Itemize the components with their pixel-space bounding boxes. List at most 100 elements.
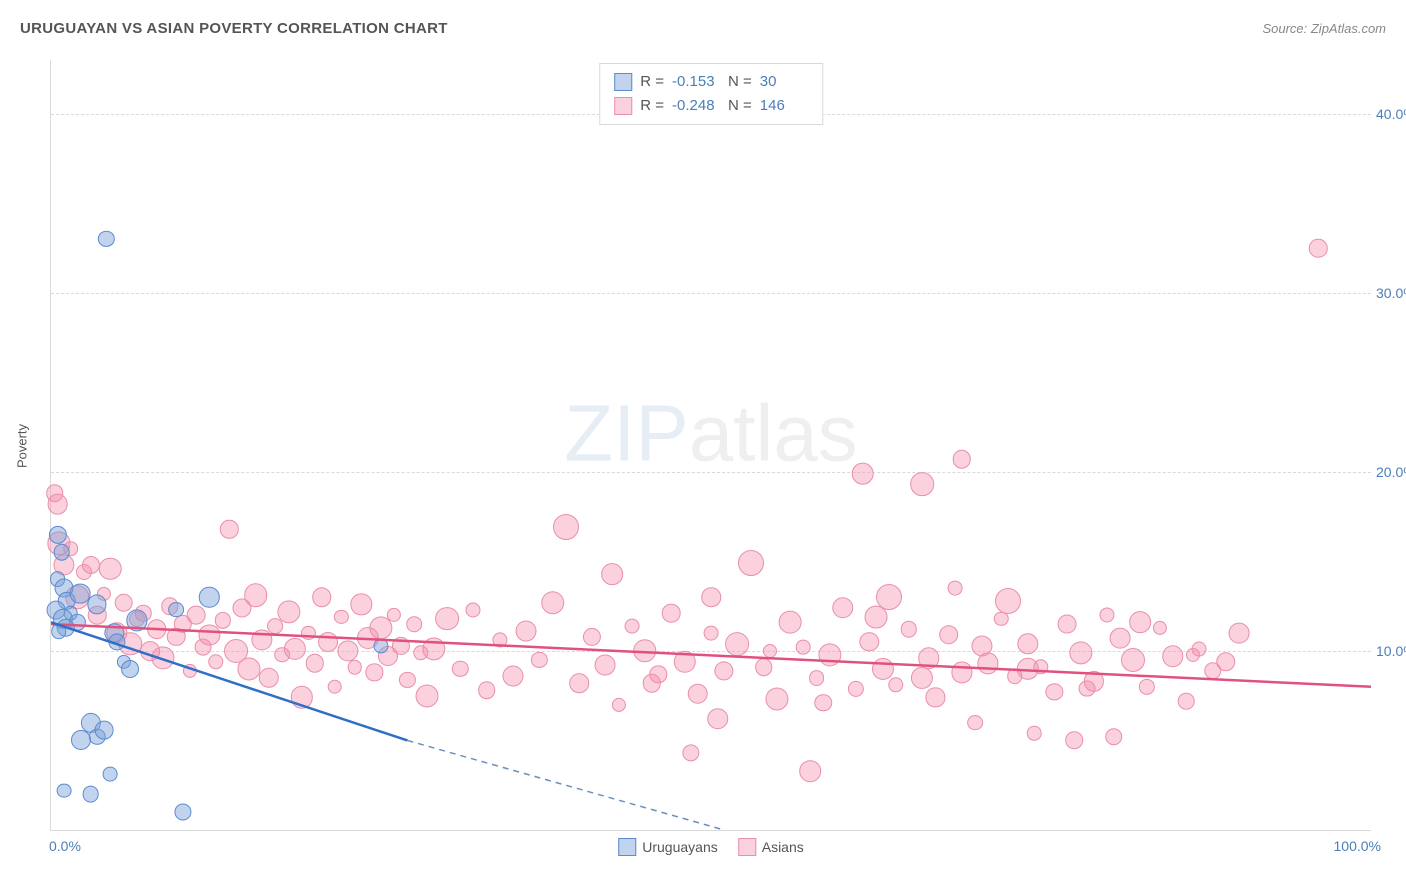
data-point-asians [492, 633, 507, 648]
data-point-uruguayans [71, 730, 91, 750]
data-point-uruguayans [121, 660, 139, 678]
data-point-asians [926, 688, 945, 707]
data-point-asians [642, 674, 661, 693]
data-point-asians [683, 744, 700, 761]
data-point-uruguayans [51, 623, 67, 639]
data-point-asians [366, 664, 383, 681]
stats-legend-box: R = -0.153 N = 30 R = -0.248 N = 146 [599, 63, 823, 125]
data-point-asians [82, 556, 100, 574]
data-point-asians [337, 640, 358, 661]
data-point-asians [662, 604, 681, 623]
r-value-uruguayans: -0.153 [672, 70, 720, 94]
data-point-asians [214, 612, 230, 628]
data-point-asians [553, 514, 579, 540]
data-point-asians [673, 650, 695, 672]
data-point-asians [399, 671, 415, 687]
n-label: N = [728, 70, 752, 94]
data-point-asians [951, 662, 972, 683]
data-point-uruguayans [94, 720, 113, 739]
r-value-asians: -0.248 [672, 94, 720, 118]
data-point-asians [911, 667, 933, 689]
data-point-asians [306, 654, 324, 672]
data-point-asians [995, 588, 1021, 614]
data-point-asians [301, 626, 315, 640]
stats-row-asians: R = -0.248 N = 146 [614, 94, 808, 118]
data-point-asians [1129, 611, 1151, 633]
n-value-uruguayans: 30 [760, 70, 808, 94]
data-point-asians [277, 600, 300, 623]
data-point-asians [688, 684, 709, 705]
n-value-asians: 146 [760, 94, 808, 118]
data-point-asians [707, 708, 729, 730]
data-point-asians [725, 632, 749, 656]
data-point-asians [601, 563, 623, 585]
data-point-asians [860, 632, 879, 651]
data-point-asians [701, 587, 721, 607]
data-point-asians [583, 628, 601, 646]
swatch-uruguayans [618, 838, 636, 856]
data-point-asians [818, 643, 841, 666]
data-point-asians [252, 630, 273, 651]
grid-line [51, 472, 1371, 473]
data-point-asians [1178, 693, 1195, 710]
data-point-asians [220, 520, 238, 538]
stats-row-uruguayans: R = -0.153 N = 30 [614, 70, 808, 94]
data-point-asians [1309, 239, 1327, 257]
data-point-asians [851, 462, 874, 485]
data-point-asians [387, 608, 401, 622]
data-point-asians [611, 698, 625, 712]
data-point-asians [466, 602, 481, 617]
data-point-asians [1069, 641, 1092, 664]
data-point-asians [208, 654, 223, 669]
data-point-asians [967, 715, 983, 731]
y-tick-label: 30.0% [1376, 285, 1406, 301]
data-point-asians [183, 664, 197, 678]
data-point-asians [918, 647, 940, 669]
data-point-asians [259, 668, 279, 688]
data-point-asians [624, 618, 639, 633]
data-point-asians [848, 680, 864, 696]
y-tick-label: 10.0% [1376, 643, 1406, 659]
data-point-uruguayans [174, 804, 191, 821]
y-tick-label: 20.0% [1376, 464, 1406, 480]
data-point-asians [910, 473, 934, 497]
data-point-asians [422, 637, 445, 660]
data-point-asians [1065, 732, 1083, 750]
data-point-asians [832, 597, 853, 618]
data-point-asians [948, 581, 963, 596]
svg-text:ZIPatlas: ZIPatlas [564, 388, 857, 477]
r-label: R = [640, 70, 664, 94]
data-point-asians [939, 625, 959, 645]
data-point-asians [953, 450, 972, 469]
data-point-uruguayans [98, 231, 114, 247]
swatch-asians [614, 97, 632, 115]
swatch-uruguayans [614, 73, 632, 91]
data-point-asians [291, 686, 313, 708]
data-point-asians [541, 591, 565, 615]
data-point-asians [284, 638, 306, 660]
data-point-asians [1162, 646, 1183, 667]
data-point-asians [114, 593, 133, 612]
data-point-uruguayans [169, 602, 185, 618]
data-point-uruguayans [199, 587, 219, 607]
data-point-asians [452, 661, 468, 677]
data-point-asians [334, 610, 348, 624]
data-point-asians [1229, 623, 1250, 644]
data-point-asians [715, 661, 734, 680]
data-point-asians [633, 639, 656, 662]
data-point-asians [796, 640, 811, 655]
data-point-uruguayans [57, 783, 72, 798]
n-label: N = [728, 94, 752, 118]
data-point-asians [1105, 728, 1123, 746]
data-point-asians [406, 616, 422, 632]
x-tick-right: 100.0% [1334, 838, 1381, 854]
data-point-asians [1099, 608, 1114, 623]
data-point-asians [199, 624, 220, 645]
x-tick-left: 0.0% [49, 838, 81, 854]
data-point-asians [763, 644, 777, 658]
data-point-asians [328, 679, 343, 694]
data-point-asians [814, 694, 831, 711]
data-point-asians [978, 653, 999, 674]
data-point-asians [516, 621, 537, 642]
data-point-asians [901, 621, 917, 637]
